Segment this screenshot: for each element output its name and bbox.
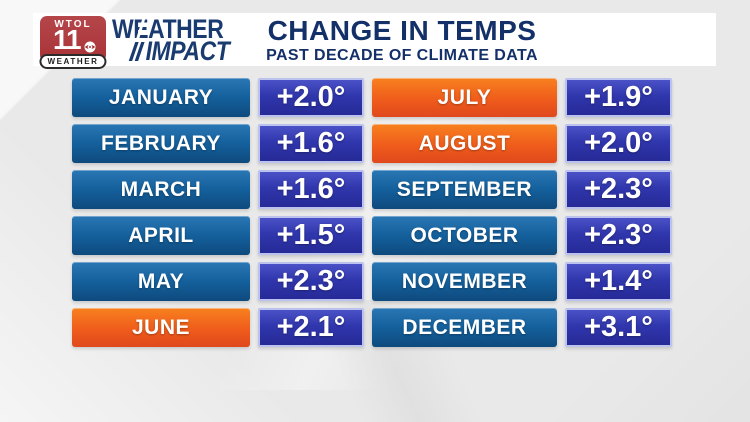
month-cell-may: MAY bbox=[72, 262, 250, 301]
channel-number: 11 bbox=[53, 24, 82, 55]
temp-cell-april: +1.5° bbox=[258, 216, 364, 255]
header-band bbox=[33, 13, 716, 66]
temp-cell-march: +1.6° bbox=[258, 170, 364, 209]
temp-cell-july: +1.9° bbox=[565, 78, 672, 117]
month-cell-february: FEBRUARY bbox=[72, 124, 250, 163]
temp-cell-october: +2.3° bbox=[565, 216, 672, 255]
weather-impact-logo: WEATHER IMPACT bbox=[112, 14, 252, 66]
month-cell-january: JANUARY bbox=[72, 78, 250, 117]
month-cell-december: DECEMBER bbox=[372, 308, 557, 347]
temp-cell-september: +2.3° bbox=[565, 170, 672, 209]
weather-impact-word2: IMPACT bbox=[128, 36, 234, 66]
month-cell-september: SEPTEMBER bbox=[372, 170, 557, 209]
month-cell-april: APRIL bbox=[72, 216, 250, 255]
page-title: CHANGE IN TEMPS bbox=[267, 15, 537, 46]
impact-text: IMPACT bbox=[145, 36, 230, 66]
month-cell-august: AUGUST bbox=[372, 124, 557, 163]
month-cell-march: MARCH bbox=[72, 170, 250, 209]
weather-badge: WEATHER bbox=[39, 54, 107, 69]
temp-cell-january: +2.0° bbox=[258, 78, 364, 117]
month-cell-october: OCTOBER bbox=[372, 216, 557, 255]
station-call-letters: WTOL bbox=[54, 19, 92, 30]
cbs-eye-icon bbox=[84, 40, 96, 53]
title-block: CHANGE IN TEMPS PAST DECADE OF CLIMATE D… bbox=[252, 16, 552, 65]
wtol-11-logo: WTOL 11 WEATHER bbox=[39, 16, 107, 69]
temps-table: JANUARY +2.0° JULY +1.9° FEBRUARY +1.6° … bbox=[72, 78, 672, 347]
page-subtitle: PAST DECADE OF CLIMATE DATA bbox=[266, 47, 538, 64]
month-cell-july: JULY bbox=[372, 78, 557, 117]
temp-cell-august: +2.0° bbox=[565, 124, 672, 163]
temp-cell-june: +2.1° bbox=[258, 308, 364, 347]
month-cell-june: JUNE bbox=[72, 308, 250, 347]
temp-cell-december: +3.1° bbox=[565, 308, 672, 347]
month-cell-november: NOVEMBER bbox=[372, 262, 557, 301]
weather-impact-word1: WEATHER bbox=[112, 14, 224, 44]
temp-cell-february: +1.6° bbox=[258, 124, 364, 163]
temp-cell-november: +1.4° bbox=[565, 262, 672, 301]
temp-cell-may: +2.3° bbox=[258, 262, 364, 301]
